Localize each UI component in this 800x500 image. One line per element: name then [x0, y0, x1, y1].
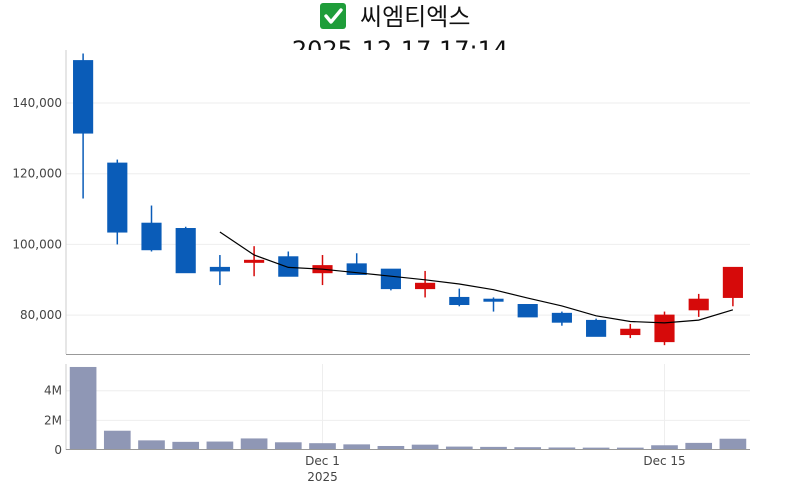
volume-bar — [274, 442, 302, 450]
candle-body — [244, 259, 265, 263]
volume-gridlines — [66, 364, 750, 450]
candle — [449, 288, 470, 307]
candle-body — [688, 298, 709, 311]
volume-bar — [411, 444, 439, 450]
candle-body — [175, 228, 196, 274]
candle — [244, 246, 265, 277]
date-x-axis: Dec 1 2025 Dec 15 — [305, 454, 685, 484]
volume-bar — [685, 442, 713, 450]
candle-body — [209, 266, 230, 272]
price-tick-label: 140,000 — [12, 96, 62, 110]
candle-body — [278, 256, 299, 277]
candle — [517, 304, 538, 318]
candle — [551, 311, 572, 326]
candle — [107, 159, 128, 245]
candlestick-series — [73, 53, 743, 346]
candle-body — [415, 282, 436, 290]
volume-bar — [240, 438, 268, 450]
candle — [175, 226, 196, 274]
volume-bar — [445, 446, 473, 450]
volume-bar — [138, 440, 165, 450]
x-tick-label: Dec 1 — [305, 454, 340, 468]
candle-body — [380, 268, 401, 290]
volume-tick-label: 4M — [44, 384, 62, 398]
volume-bar — [616, 447, 644, 450]
price-y-axis: 80,000 100,000 120,000 140,000 — [12, 96, 62, 322]
volume-panel: 0 2M 4M Dec 1 2025 Dec 15 — [44, 364, 750, 484]
candle — [620, 323, 641, 339]
volume-bar — [172, 441, 200, 450]
price-tick-label: 80,000 — [20, 308, 62, 322]
volume-bar — [343, 444, 371, 450]
candle-body — [107, 162, 128, 233]
candle-body — [620, 328, 641, 336]
candle-body — [586, 319, 607, 337]
candle — [654, 311, 675, 346]
moving-average-line — [219, 231, 734, 324]
price-panel: 80,000 100,000 120,000 140,000 — [12, 50, 750, 355]
candle — [586, 318, 607, 337]
volume-bar — [651, 445, 678, 450]
x-tick-label: Dec 15 — [643, 454, 685, 468]
candle — [209, 255, 230, 286]
volume-bar — [514, 447, 542, 450]
volume-bar — [548, 447, 576, 450]
volume-bar — [103, 430, 131, 450]
candle — [141, 205, 162, 252]
candle-body — [551, 312, 572, 323]
candle — [73, 53, 94, 199]
candle-body — [73, 60, 94, 134]
price-plot-area — [66, 50, 750, 354]
stock-name: 씨엠티엑스 — [360, 3, 470, 31]
candle-body — [141, 222, 162, 251]
candle — [483, 297, 504, 312]
price-tick-label: 120,000 — [12, 167, 62, 181]
volume-tick-label: 2M — [44, 413, 62, 427]
volume-y-axis: 0 2M 4M — [44, 384, 62, 457]
volume-bar — [69, 366, 97, 450]
candle-body — [346, 263, 367, 275]
candle-body — [517, 304, 538, 318]
volume-tick-label: 0 — [54, 443, 62, 457]
price-tick-label: 100,000 — [12, 237, 62, 251]
volume-bar — [206, 441, 234, 450]
candle-body — [722, 266, 743, 298]
candle-body — [654, 314, 675, 343]
volume-series — [69, 366, 747, 450]
candle — [278, 251, 299, 277]
candle — [346, 253, 367, 275]
volume-bar — [480, 446, 507, 450]
candle-body — [483, 298, 504, 302]
volume-bar — [719, 438, 747, 450]
candle — [688, 293, 709, 317]
volume-bar — [309, 443, 336, 450]
candle — [380, 268, 401, 291]
volume-bar — [377, 445, 405, 450]
x-tick-year-label: 2025 — [307, 470, 338, 484]
volume-bar — [582, 447, 610, 450]
candle-body — [449, 296, 470, 306]
candle — [722, 266, 743, 307]
check-mark-icon — [320, 3, 346, 29]
candle — [415, 270, 436, 298]
